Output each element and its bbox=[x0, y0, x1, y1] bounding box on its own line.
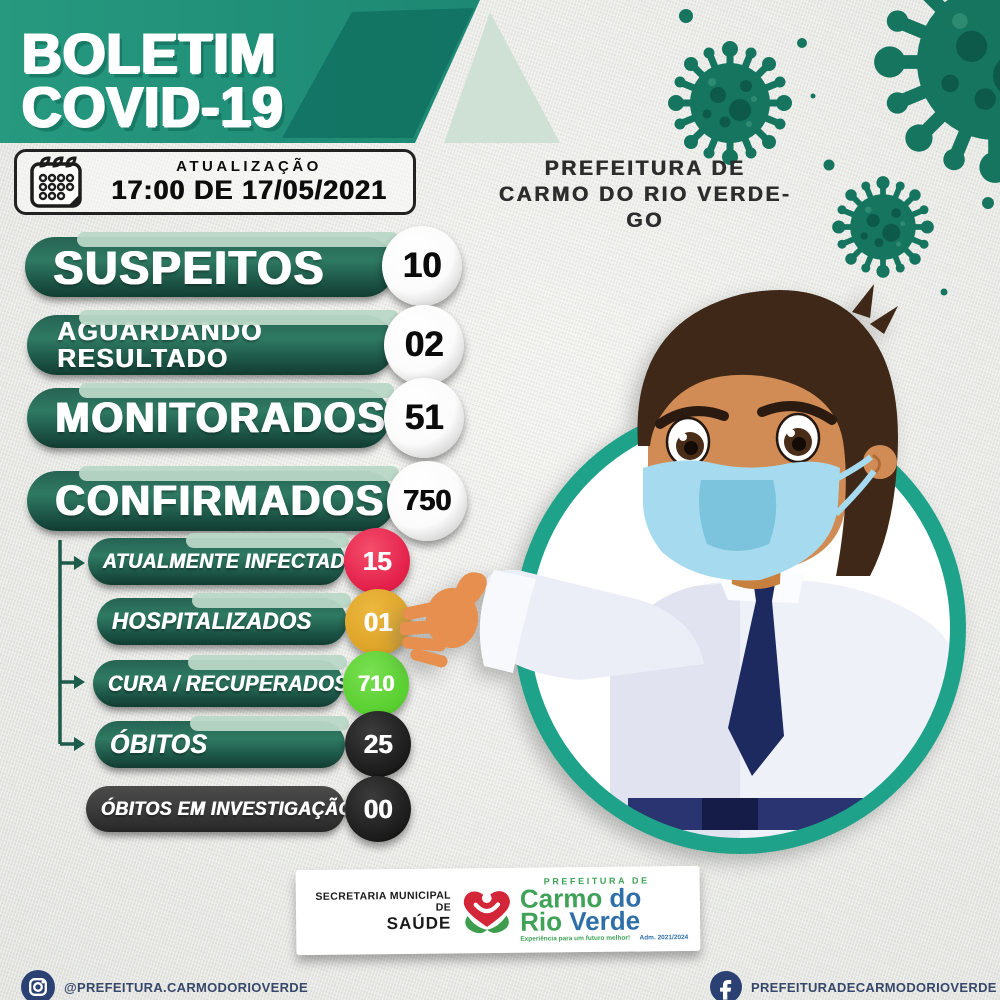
municipality-header: PREFEITURA DE CARMO DO RIO VERDE-GO bbox=[490, 156, 800, 234]
stat-row-confirmados: CONFIRMADOS 750 bbox=[27, 461, 467, 541]
secretaria-label-line2: SAÚDE bbox=[386, 912, 452, 933]
instagram-handle-row: @PREFEITURA.CARMODORIOVERDE bbox=[20, 969, 308, 1000]
stat-value-badge: 15 bbox=[344, 528, 410, 594]
stat-value-badge: 02 bbox=[384, 305, 464, 385]
stat-value: 51 bbox=[404, 398, 444, 437]
instagram-handle: @PREFEITURA.CARMODORIOVERDE bbox=[64, 979, 308, 995]
stat-row-obitos: ÓBITOS 25 bbox=[95, 711, 411, 777]
stat-value: 00 bbox=[363, 793, 393, 824]
stat-value: 25 bbox=[363, 728, 393, 759]
stat-pill: ATUALMENTE INFECTADOS bbox=[88, 533, 373, 585]
city-name-word3: Rio bbox=[519, 906, 563, 937]
stat-pill: CONFIRMADOS bbox=[27, 466, 399, 531]
stat-label: ATUALMENTE INFECTADOS bbox=[102, 549, 374, 573]
pill-highlight bbox=[79, 310, 399, 325]
stat-pill: SUSPEITOS bbox=[25, 232, 399, 297]
man-hand bbox=[400, 572, 487, 668]
stat-label: ÓBITOS bbox=[109, 729, 208, 759]
facebook-handle: PREFEITURADECARMODORIOVERDE bbox=[751, 979, 997, 995]
bulletin-title: BOLETIM COVID-19 bbox=[22, 20, 284, 139]
stat-label: CURA / RECUPERADOS bbox=[107, 670, 349, 696]
stat-row-obitos-em-investigacao: ÓBITOS EM INVESTIGAÇÃO 00 bbox=[86, 776, 411, 842]
stat-pill: MONITORADOS bbox=[27, 383, 394, 448]
stat-pill: ÓBITOS bbox=[95, 716, 349, 768]
pill-highlight bbox=[188, 655, 347, 670]
city-tagline: Experiência para um futuro melhor! bbox=[520, 934, 631, 943]
stat-pill: AGUARDANDO RESULTADO bbox=[27, 310, 399, 375]
bulletin-title-line2: COVID-19 bbox=[22, 74, 284, 139]
bulletin-title-line1: BOLETIM bbox=[22, 20, 277, 85]
title-banner-ribbon bbox=[0, 0, 560, 143]
stat-value-badge: 710 bbox=[343, 651, 409, 717]
stat-value: 02 bbox=[404, 325, 444, 364]
pill-highlight bbox=[185, 533, 349, 548]
stat-value-badge: 25 bbox=[345, 711, 411, 777]
administration-term: Adm. 2021/2024 bbox=[639, 933, 689, 942]
stat-label: AGUARDANDO RESULTADO bbox=[57, 316, 263, 373]
stat-label: CONFIRMADOS bbox=[55, 476, 386, 525]
municipality-line2: CARMO DO RIO VERDE-GO bbox=[498, 183, 792, 232]
stat-value-badge: 51 bbox=[384, 378, 464, 458]
municipality-line1: PREFEITURA DE bbox=[544, 157, 746, 180]
pill-highlight bbox=[77, 232, 399, 247]
stat-label: SUSPEITOS bbox=[53, 240, 326, 294]
stat-value-badge: 750 bbox=[387, 461, 467, 541]
pill-highlight bbox=[190, 716, 349, 731]
confirmed-breakdown-connector-lines bbox=[58, 540, 85, 751]
stat-value: 10 bbox=[402, 246, 442, 285]
instagram-icon bbox=[21, 970, 55, 1000]
stat-row-hospitalizados: HOSPITALIZADOS 01 bbox=[97, 589, 411, 655]
stat-row-cura-recuperados: CURA / RECUPERADOS 710 bbox=[93, 651, 409, 717]
stat-label: HOSPITALIZADOS bbox=[111, 607, 312, 635]
stat-row-atualmente-infectados: ATUALMENTE INFECTADOS 15 bbox=[88, 528, 410, 594]
stat-pill: CURA / RECUPERADOS bbox=[93, 655, 348, 707]
masked-man-illustration bbox=[400, 284, 966, 854]
pill-highlight bbox=[192, 593, 351, 608]
pill-highlight bbox=[79, 383, 394, 398]
stat-pill: ÓBITOS EM INVESTIGAÇÃO bbox=[86, 786, 352, 832]
stat-row-monitorados: MONITORADOS 51 bbox=[27, 378, 464, 458]
health-secretariat-logo-panel: SECRETARIA MUNICIPAL DE SAÚDE PREFEITURA… bbox=[295, 865, 701, 956]
man-eyes bbox=[665, 412, 821, 468]
city-name-word4: Verde bbox=[569, 905, 641, 937]
stat-label: MONITORADOS bbox=[55, 393, 387, 442]
coronavirus-decoration-icons bbox=[540, 0, 1000, 296]
stat-row-aguardando-resultado: AGUARDANDO RESULTADO 02 bbox=[27, 305, 464, 385]
update-info-box: ATUALIZAÇÃO 17:00 DE 17/05/2021 bbox=[14, 149, 416, 215]
man-hair bbox=[637, 290, 898, 576]
stat-value-badge: 00 bbox=[345, 776, 411, 842]
update-label: ATUALIZAÇÃO bbox=[176, 158, 322, 175]
secretaria-label-line1: SECRETARIA MUNICIPAL DE bbox=[315, 888, 452, 914]
man-arm bbox=[483, 569, 704, 680]
stat-value: 750 bbox=[402, 484, 452, 517]
stat-value-badge: 10 bbox=[382, 226, 462, 306]
update-datetime: 17:00 DE 17/05/2021 bbox=[111, 175, 387, 205]
facebook-handle-row: PREFEITURADECARMODORIOVERDE bbox=[709, 970, 997, 1000]
stat-value: 15 bbox=[362, 545, 392, 576]
pill-highlight bbox=[79, 466, 399, 481]
stat-value: 01 bbox=[363, 606, 393, 637]
facebook-icon bbox=[710, 971, 742, 1000]
heart-hands-logo-icon bbox=[463, 890, 511, 933]
stat-value: 710 bbox=[357, 671, 395, 696]
calendar-icon bbox=[30, 156, 82, 208]
stat-row-suspeitos: SUSPEITOS 10 bbox=[25, 226, 462, 306]
stat-pill: HOSPITALIZADOS bbox=[97, 593, 351, 645]
stat-label: ÓBITOS EM INVESTIGAÇÃO bbox=[100, 797, 353, 820]
stat-value-badge: 01 bbox=[345, 589, 411, 655]
